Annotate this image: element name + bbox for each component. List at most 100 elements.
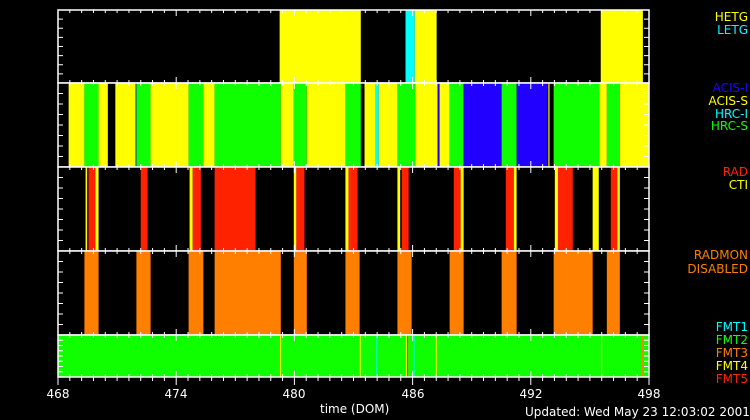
segment-acis-i <box>437 83 440 167</box>
segment-acis-s <box>68 83 85 167</box>
segment-cti <box>554 167 558 251</box>
segment-rad <box>557 167 573 251</box>
segment-cti <box>85 167 88 251</box>
segment-rad <box>401 167 409 251</box>
segment-rad <box>505 167 514 251</box>
legend-rad: RAD <box>722 165 748 179</box>
segment-acis-s <box>548 83 550 167</box>
legend-fmt5: FMT5 <box>715 372 748 386</box>
x-tick-label: 468 <box>46 387 70 401</box>
segment-acis-s <box>203 83 215 167</box>
segment-cti <box>617 167 620 251</box>
segment-fmt4 <box>359 335 361 377</box>
segment-hetg <box>414 10 437 83</box>
segment-cti <box>293 167 297 251</box>
segment-hetg <box>600 10 643 83</box>
legend-acis-i: ACIS-I <box>712 81 748 95</box>
x-tick-label: 492 <box>519 387 543 401</box>
panel-formats <box>58 335 649 377</box>
segment-hrc-s <box>345 83 361 167</box>
segment-radmon <box>293 251 307 335</box>
segment-acis-s <box>115 83 136 167</box>
segment-fmt5 <box>407 335 409 377</box>
legend-hrc-i: HRC-I <box>714 107 748 121</box>
segment-fmt4 <box>601 335 603 377</box>
segment-rad <box>214 167 256 251</box>
segment-radmon <box>188 251 204 335</box>
segment-fmt1 <box>376 335 378 377</box>
segment-rad <box>453 167 461 251</box>
legend-cti: CTI <box>728 178 748 192</box>
x-tick-label: 480 <box>282 387 306 401</box>
legend-fmt2: FMT2 <box>715 333 748 347</box>
segment-rad <box>140 167 148 251</box>
segment-hrc-s <box>397 83 416 167</box>
segment-rad <box>88 167 96 251</box>
segment-radmon <box>136 251 151 335</box>
segment-cti <box>513 167 517 251</box>
segment-hrc-s <box>501 83 517 167</box>
segment-cti <box>95 167 99 251</box>
segment-acis-s <box>150 83 189 167</box>
segment-radmon <box>606 251 620 335</box>
segment-cti <box>592 167 599 251</box>
segment-acis-s <box>98 83 108 167</box>
segment-fmt1 <box>413 335 415 377</box>
segment-acis-i <box>516 83 548 167</box>
segment-hetg <box>279 10 361 83</box>
segment-hrc-s <box>136 83 151 167</box>
segment-radmon <box>397 251 412 335</box>
segment-hrc-s <box>449 83 464 167</box>
segment-rad <box>296 167 305 251</box>
segment-cti <box>345 167 349 251</box>
legend-radmon: RADMON <box>693 248 748 262</box>
legend-hetg: HETG <box>714 10 748 24</box>
segment-acis-i <box>463 83 502 167</box>
updated-timestamp: Updated: Wed May 23 12:03:02 2001 <box>525 405 750 419</box>
legend-fmt3: FMT3 <box>715 346 748 360</box>
segment-letg <box>405 10 415 83</box>
segment-acis-s <box>364 83 376 167</box>
segment-hrc-s <box>553 83 600 167</box>
segment-acis-s <box>439 83 450 167</box>
segment-acis-i <box>135 83 137 167</box>
segment-radmon <box>501 251 517 335</box>
segment-cti <box>397 167 401 251</box>
segment-radmon <box>553 251 593 335</box>
segment-hrc-s <box>188 83 204 167</box>
x-tick-label: 486 <box>401 387 425 401</box>
segment-rad <box>192 167 201 251</box>
segment-acis-s <box>306 83 346 167</box>
legend-letg: LETG <box>717 23 748 37</box>
segment-rad <box>348 167 358 251</box>
segment-hrc-i <box>375 83 379 167</box>
segment-acis-s <box>415 83 438 167</box>
legend-acis-s: ACIS-S <box>708 94 748 108</box>
x-axis-label: time (DOM) <box>320 402 390 416</box>
segment-radmon <box>214 251 281 335</box>
segment-radmon <box>84 251 99 335</box>
legend-disabled: DISABLED <box>687 262 748 276</box>
segment-rad <box>610 167 618 251</box>
segment-fmt4 <box>435 335 437 377</box>
segment-acis-s <box>280 83 294 167</box>
segment-fmt4 <box>405 335 408 377</box>
x-tick-label: 498 <box>637 387 661 401</box>
segment-fmt3 <box>641 335 643 377</box>
segment-fmt4 <box>280 335 282 377</box>
segment-hrc-s <box>214 83 281 167</box>
x-tick-label: 474 <box>164 387 188 401</box>
segment-cti <box>189 167 193 251</box>
segment-radmon <box>345 251 360 335</box>
segment-hrc-s <box>606 83 620 167</box>
legend-fmt4: FMT4 <box>715 359 748 373</box>
segment-hrc-s <box>84 83 99 167</box>
segment-cti <box>460 167 464 251</box>
segment-acis-s <box>378 83 398 167</box>
legend-fmt1: FMT1 <box>715 320 748 334</box>
segment-radmon <box>449 251 464 335</box>
legend-hrc-s: HRC-S <box>710 119 748 133</box>
segment-hrc-s <box>293 83 307 167</box>
segment-acis-s <box>599 83 607 167</box>
